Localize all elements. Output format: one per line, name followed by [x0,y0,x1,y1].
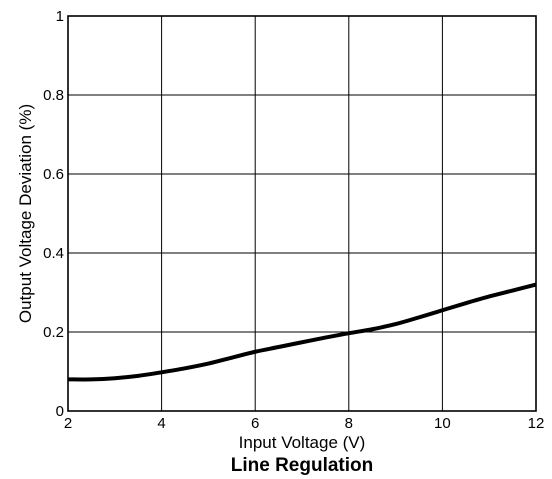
plot-frame [67,15,537,412]
chart-title: Line Regulation [231,455,374,476]
grid-lines [67,15,537,412]
y-axis-label: Output Voltage Deviation (%) [16,104,35,323]
x-tick-label: 4 [157,415,165,432]
series-layer [67,282,537,382]
x-tick-label: 12 [528,415,545,432]
x-tick-label: 6 [251,415,259,432]
x-tick-labels: 2 4 6 8 10 12 [64,415,545,432]
x-axis-label: Input Voltage (V) [239,433,366,452]
x-tick-label: 10 [434,415,451,432]
y-tick-label: 0.6 [43,166,64,183]
x-tick-label: 2 [64,415,72,432]
x-tick-label: 8 [345,415,353,432]
y-tick-label: 0.4 [43,245,64,262]
series-line-0 [67,282,537,382]
y-tick-label: 0 [56,403,64,420]
y-tick-labels: 0 0.2 0.4 0.6 0.8 1 [43,8,64,420]
y-tick-label: 0.2 [43,324,64,341]
y-tick-label: 0.8 [43,87,64,104]
y-tick-label: 1 [56,8,64,25]
